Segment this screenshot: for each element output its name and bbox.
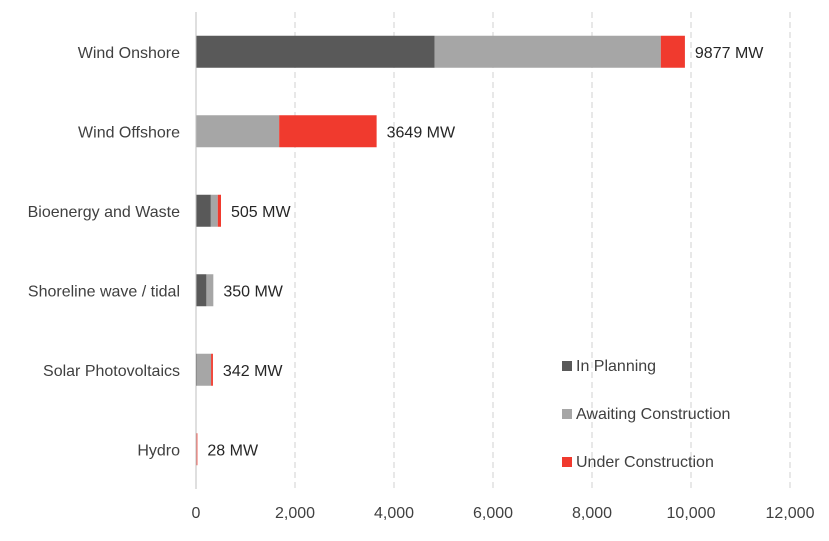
bar-segment	[196, 274, 207, 307]
category-label: Wind Onshore	[78, 45, 180, 62]
x-tick-label: 10,000	[667, 505, 716, 522]
bar-segment	[211, 353, 213, 386]
bar-segment	[196, 194, 211, 227]
legend-label: Awaiting Construction	[576, 406, 730, 423]
legend-swatch	[562, 457, 572, 467]
total-labels: 9877 MW 3649 MW 505 MW 350 MW 342 MW 28 MW	[207, 45, 764, 460]
legend-label: In Planning	[576, 358, 656, 375]
bar-segment	[660, 35, 685, 68]
legend-label: Under Construction	[576, 454, 714, 471]
bar-segment	[196, 35, 435, 68]
x-tick-label: 0	[192, 505, 201, 522]
x-tick-labels: 0 2,000 4,000 6,000 8,000 10,000 12,000	[192, 505, 815, 522]
x-tick-label: 2,000	[275, 505, 315, 522]
bar-segment	[217, 194, 221, 227]
total-label: 505 MW	[231, 204, 291, 221]
legend-swatch	[562, 409, 572, 419]
x-tick-label: 4,000	[374, 505, 414, 522]
x-tick-label: 6,000	[473, 505, 513, 522]
bar-segment	[434, 35, 661, 68]
legend-swatch	[562, 361, 572, 371]
total-label: 342 MW	[223, 363, 283, 380]
bar-segment	[196, 353, 212, 386]
total-label: 28 MW	[207, 442, 259, 459]
total-label: 350 MW	[223, 283, 283, 300]
x-tick-label: 8,000	[572, 505, 612, 522]
legend: In Planning Awaiting Construction Under Co…	[562, 358, 730, 471]
category-label: Shoreline wave / tidal	[28, 283, 180, 300]
bar-segment	[206, 274, 214, 307]
category-label: Hydro	[137, 442, 180, 459]
bar-segment	[196, 433, 198, 466]
x-tick-label: 12,000	[766, 505, 815, 522]
bar-segment	[210, 194, 218, 227]
category-labels: Wind Onshore Wind Offshore Bioenergy and W…	[28, 45, 180, 460]
bar-segment	[196, 115, 280, 148]
bars	[196, 35, 685, 466]
total-label: 9877 MW	[695, 45, 764, 62]
category-label: Bioenergy and Waste	[28, 204, 180, 221]
bar-segment	[279, 115, 377, 148]
category-label: Wind Offshore	[78, 124, 180, 141]
total-label: 3649 MW	[387, 124, 456, 141]
category-label: Solar Photovoltaics	[43, 363, 180, 380]
